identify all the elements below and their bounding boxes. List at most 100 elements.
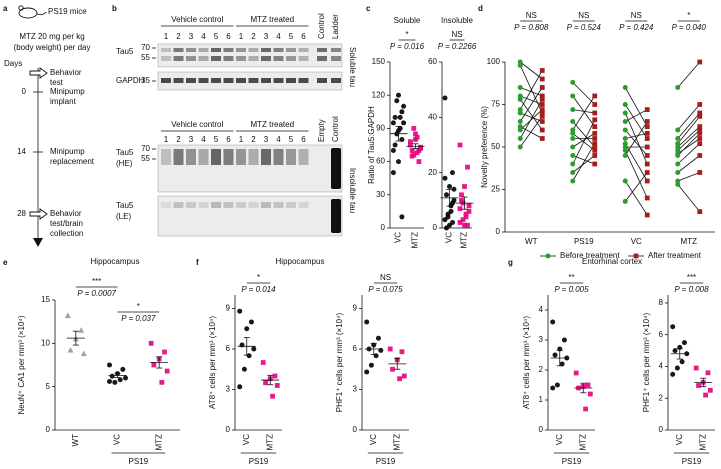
pair-line — [572, 82, 596, 105]
lane-number: 4 — [201, 32, 206, 41]
data-point — [396, 159, 401, 165]
y-tick-label: 120 — [372, 90, 386, 99]
data-point — [399, 214, 405, 220]
legend-marker — [633, 253, 639, 259]
x-tick-label: WT — [525, 237, 538, 246]
blot-band — [186, 202, 196, 208]
data-point — [592, 161, 598, 167]
data-point — [570, 107, 576, 113]
data-point — [670, 371, 676, 377]
data-point — [705, 370, 711, 376]
data-point — [570, 119, 576, 124]
y-tick-label: 150 — [372, 57, 386, 66]
timeline-arrowhead — [33, 238, 43, 247]
x-tick-label: MTZ — [411, 232, 420, 249]
blot-band — [236, 48, 246, 52]
blot-band — [198, 149, 209, 165]
x-tick-label: MTZ — [460, 232, 469, 249]
data-point — [681, 340, 687, 346]
data-point — [117, 377, 123, 383]
data-point — [517, 119, 523, 124]
extra-lane-label: Empty — [317, 119, 326, 142]
data-point — [644, 195, 650, 201]
data-point — [539, 107, 545, 112]
data-point — [561, 337, 567, 343]
lane-number: 5 — [289, 32, 294, 41]
data-point — [399, 349, 405, 355]
pair-line — [572, 109, 595, 114]
pair-line — [624, 143, 648, 182]
data-point — [697, 114, 703, 119]
blot-band — [223, 149, 234, 165]
y-tick-label: 0 — [539, 425, 544, 434]
mice-label: PS19 mice — [48, 7, 87, 16]
data-point — [248, 319, 254, 325]
blot-band — [286, 149, 296, 165]
blot-band — [186, 78, 196, 83]
p-value: P = 0.014 — [241, 285, 276, 294]
data-point — [274, 383, 280, 388]
data-point — [466, 203, 472, 209]
data-point — [418, 144, 423, 150]
x-tick-label: VC — [113, 434, 122, 445]
days-label: Days — [4, 59, 22, 68]
blot-band — [198, 202, 209, 208]
pair-line — [677, 172, 700, 182]
data-point — [251, 346, 257, 352]
lane-number: 3 — [264, 32, 269, 41]
pair-line — [677, 112, 701, 139]
y-tick-label: 3 — [353, 385, 358, 394]
significance-stars: * — [405, 30, 408, 39]
test-arrow — [29, 67, 48, 79]
data-point — [517, 85, 523, 90]
data-point — [697, 136, 703, 141]
data-point — [392, 142, 398, 148]
data-point — [539, 102, 545, 107]
data-point — [644, 170, 650, 175]
test-arrow — [29, 208, 48, 220]
blot-band — [298, 149, 309, 165]
y-tick-label: 75 — [491, 100, 500, 109]
blot-band — [248, 56, 259, 61]
data-point — [693, 365, 699, 371]
p-value: P = 0.040 — [672, 23, 707, 32]
data-point — [416, 159, 422, 164]
data-point — [559, 361, 565, 367]
data-point — [622, 119, 628, 124]
lane-number: 6 — [226, 32, 231, 41]
data-point — [241, 366, 247, 372]
blot-band — [248, 78, 259, 83]
chart-title: Hippocampus — [91, 257, 140, 266]
blot-band — [261, 149, 271, 165]
x-tick-label: VC — [445, 232, 454, 243]
data-point — [411, 152, 417, 158]
pair-line — [572, 155, 595, 173]
event-label: Minipump — [50, 87, 85, 96]
data-point — [414, 134, 420, 140]
y-axis-label: NeuN⁺ CA1 per mm³ (×10⁴) — [17, 315, 26, 414]
y-tick-label: 0 — [46, 425, 51, 434]
pair-line — [624, 121, 648, 156]
data-point — [517, 62, 523, 68]
x-tick-label: VC — [369, 434, 378, 445]
data-point — [592, 93, 598, 99]
data-point — [622, 85, 628, 90]
mw-marker: 35 — [141, 76, 150, 85]
lane-number: 2 — [176, 32, 181, 41]
lane-number: 5 — [214, 32, 219, 41]
lane-number: 3 — [189, 135, 194, 144]
x-tick-label: VC — [242, 434, 251, 445]
data-point — [463, 211, 469, 217]
data-point — [244, 326, 250, 332]
protein-label: Tau5 — [116, 47, 134, 56]
data-point — [239, 342, 245, 348]
blot-band — [198, 56, 209, 61]
x-tick-label: VC — [675, 434, 684, 445]
lane-number: 6 — [301, 32, 306, 41]
day-label: 28 — [17, 209, 26, 218]
significance-stars: * — [687, 11, 690, 20]
data-point — [67, 347, 74, 353]
pair-line — [520, 95, 543, 105]
data-point — [539, 76, 545, 82]
data-point — [447, 184, 452, 189]
